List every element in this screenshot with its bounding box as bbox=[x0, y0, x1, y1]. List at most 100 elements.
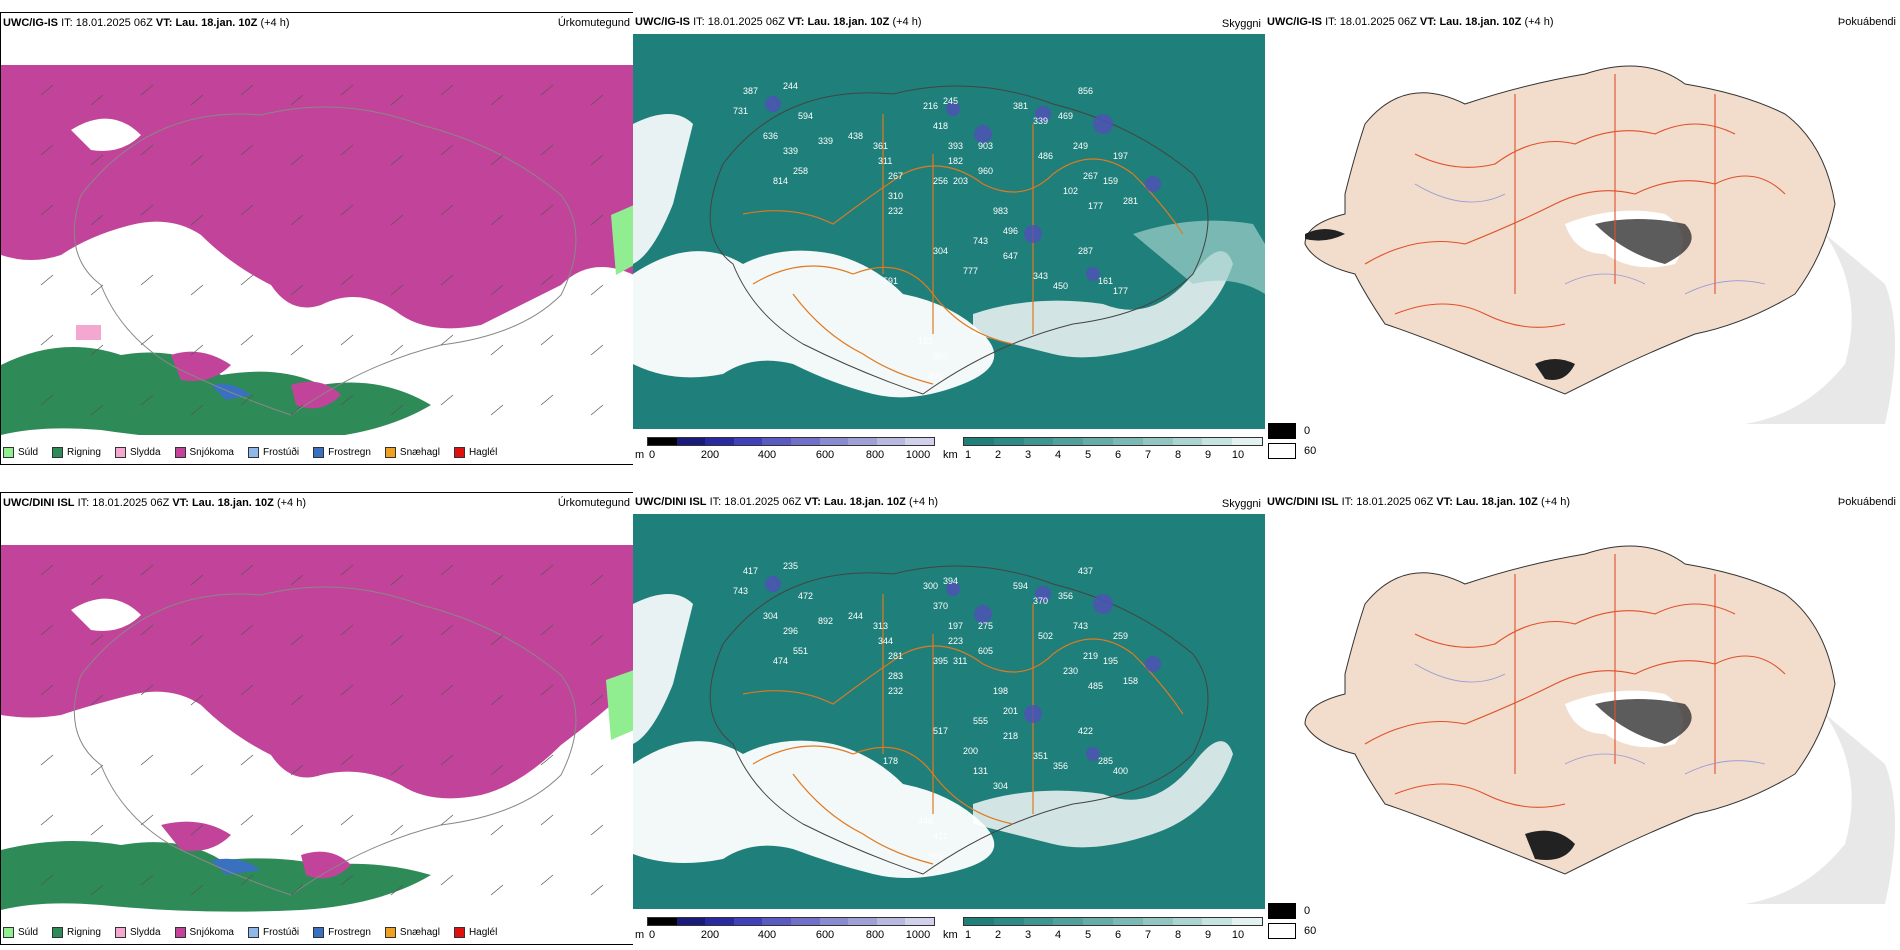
elevation-bar bbox=[647, 437, 935, 446]
peak-elevation-label: 351 bbox=[1033, 751, 1048, 761]
elevation-tick: 800 bbox=[865, 929, 885, 941]
peak-elevation-label: 244 bbox=[783, 81, 798, 91]
peak-elevation-label: 230 bbox=[1063, 666, 1078, 676]
peak-elevation-label: 267 bbox=[888, 171, 903, 181]
peak-elevation-label: 198 bbox=[993, 686, 1008, 696]
elevation-tick: 600 bbox=[815, 929, 835, 941]
elevation-bar bbox=[647, 917, 935, 926]
peak-elevation-label: 422 bbox=[1078, 726, 1093, 736]
peak-elevation-label: 743 bbox=[1073, 621, 1088, 631]
peak-elevation-label: 304 bbox=[763, 611, 778, 621]
peak-elevation-label: 969 bbox=[933, 351, 948, 361]
peak-elevation-label: 438 bbox=[848, 131, 863, 141]
peak-elevation-label: 300 bbox=[923, 581, 938, 591]
peak-elevation-label: 450 bbox=[1053, 281, 1068, 291]
panel-header: UWC/DINI ISL IT: 18.01.2025 06Z VT: Lau.… bbox=[3, 497, 306, 509]
fog-panel-ig-is: UWC/IG-IS IT: 18.01.2025 06Z VT: Lau. 18… bbox=[1265, 12, 1900, 465]
legend-item: Frostregn bbox=[313, 927, 371, 938]
legend-item: Snjókoma bbox=[174, 447, 234, 458]
peak-elevation-label: 605 bbox=[978, 646, 993, 656]
precip-panel-dini-isl: UWC/DINI ISL IT: 18.01.2025 06Z VT: Lau.… bbox=[0, 492, 635, 945]
peak-elevation-label: 197 bbox=[1113, 151, 1128, 161]
legend-item: Súld bbox=[3, 927, 38, 938]
visibility-tick: 4 bbox=[1054, 449, 1062, 461]
visibility-tick: 5 bbox=[1084, 929, 1092, 941]
peak-elevation-label: 177 bbox=[1113, 286, 1128, 296]
elevation-tick: 400 bbox=[757, 449, 777, 461]
visibility-tick: 10 bbox=[1231, 449, 1245, 461]
peak-elevation-label: 551 bbox=[793, 646, 808, 656]
peak-elevation-label: 594 bbox=[798, 111, 813, 121]
visibility-tick: 8 bbox=[1174, 929, 1182, 941]
visibility-tick: 3 bbox=[1024, 449, 1032, 461]
panel-title: Skyggni bbox=[1221, 18, 1261, 30]
peak-elevation-label: 287 bbox=[1078, 246, 1093, 256]
peak-elevation-label: 249 bbox=[1073, 141, 1088, 151]
swatch bbox=[453, 447, 465, 458]
legend-item: Haglél bbox=[453, 447, 497, 458]
legend-item: Frostregn bbox=[313, 447, 371, 458]
peak-elevation-label: 418 bbox=[933, 121, 948, 131]
visibility-map: 387 244 594 731 636 339 258 814 339 438 361 311 267 3… bbox=[633, 34, 1265, 429]
panel-header: UWC/IG-IS IT: 18.01.2025 06Z VT: Lau. 18… bbox=[1267, 16, 1554, 28]
peak-elevation-label: 216 bbox=[923, 101, 938, 111]
fog-panel-dini-isl: UWC/DINI ISL IT: 18.01.2025 06Z VT: Lau.… bbox=[1265, 492, 1900, 945]
swatch bbox=[52, 927, 64, 938]
peak-elevation-label: 356 bbox=[1058, 591, 1073, 601]
visibility-tick: 10 bbox=[1231, 929, 1245, 941]
legend-item: Snæhagl bbox=[384, 447, 440, 458]
fog-key: 0 60 bbox=[1268, 419, 1316, 459]
visibility-unit: km bbox=[943, 929, 958, 941]
visibility-tick: 7 bbox=[1144, 449, 1152, 461]
visibility-bar bbox=[963, 917, 1263, 926]
legend-item: Slydda bbox=[114, 447, 161, 458]
peak-elevation-label: 182 bbox=[948, 156, 963, 166]
peak-elevation-label: 395 bbox=[933, 656, 948, 666]
panel-title: Þokuábendi bbox=[1837, 16, 1896, 28]
peak-elevation-label: 903 bbox=[978, 141, 993, 151]
elevation-tick: 800 bbox=[865, 449, 885, 461]
peak-elevation-label: 393 bbox=[948, 141, 963, 151]
swatch bbox=[174, 927, 186, 938]
fog-key-item: 60 bbox=[1268, 923, 1316, 939]
legend-item: Snjókoma bbox=[174, 927, 234, 938]
peak-elevation-label: 304 bbox=[993, 781, 1008, 791]
legend-item: Frostúði bbox=[247, 447, 299, 458]
peak-elevation-label: 201 bbox=[1003, 706, 1018, 716]
peak-elevation-label: 313 bbox=[873, 621, 888, 631]
peak-elevation-label: 310 bbox=[888, 191, 903, 201]
peak-elevation-label: 223 bbox=[948, 636, 963, 646]
swatch bbox=[3, 447, 14, 458]
peak-elevation-label: 731 bbox=[733, 106, 748, 116]
peak-elevation-label: 361 bbox=[873, 141, 888, 151]
peak-elevation-label: 417 bbox=[743, 566, 758, 576]
peak-elevation-label: 131 bbox=[973, 766, 988, 776]
peak-elevation-label: 219 bbox=[1083, 651, 1098, 661]
fog-key-item: 0 bbox=[1268, 423, 1316, 439]
peak-elevation-label: 502 bbox=[1038, 631, 1053, 641]
peak-elevation-label: 437 bbox=[1078, 566, 1093, 576]
peak-elevation-label: 370 bbox=[933, 601, 948, 611]
swatch bbox=[384, 927, 396, 938]
peak-elevation-label: 267 bbox=[1083, 171, 1098, 181]
peak-elevation-label: 203 bbox=[953, 176, 968, 186]
peak-elevation-label: 258 bbox=[793, 166, 808, 176]
peak-elevation-label: 486 bbox=[1038, 151, 1053, 161]
elevation-tick: 200 bbox=[700, 449, 720, 461]
peak-elevation-label: 892 bbox=[818, 616, 833, 626]
peak-elevation-label: 472 bbox=[798, 591, 813, 601]
peak-elevation-label: 969 bbox=[928, 851, 943, 861]
peak-elevation-label: 311 bbox=[953, 656, 967, 666]
peak-elevation-label: 218 bbox=[1003, 731, 1018, 741]
elevation-tick: 600 bbox=[815, 449, 835, 461]
panel-header: UWC/IG-IS IT: 18.01.2025 06Z VT: Lau. 18… bbox=[3, 17, 290, 29]
peak-elevation-label: 344 bbox=[878, 636, 893, 646]
peak-elevation-label: 856 bbox=[1078, 86, 1093, 96]
peak-elevation-label: 394 bbox=[943, 576, 958, 586]
swatch bbox=[384, 447, 396, 458]
swatch bbox=[52, 447, 64, 458]
peak-elevation-label: 232 bbox=[888, 206, 903, 216]
peak-elevation-label: 381 bbox=[1013, 101, 1028, 111]
peak-elevation-label: 283 bbox=[888, 671, 903, 681]
elevation-tick: 200 bbox=[700, 929, 720, 941]
